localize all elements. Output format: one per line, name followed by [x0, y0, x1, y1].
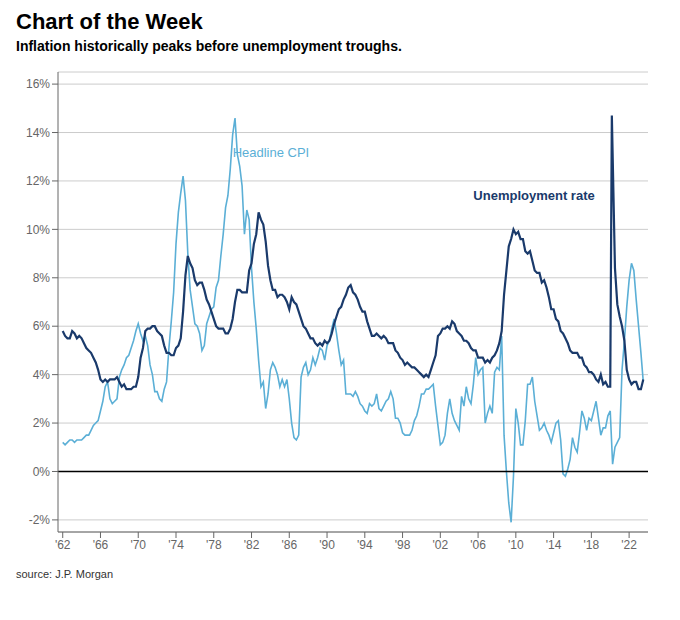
html-text:Chart of the Week: Chart of the Week — [16, 9, 203, 34]
svg-text:'06: '06 — [470, 538, 486, 552]
html-text:source: J.P. Morgan: source: J.P. Morgan — [16, 568, 113, 580]
svg-text:0%: 0% — [33, 465, 51, 479]
svg-text:16%: 16% — [26, 77, 50, 91]
svg-text:'02: '02 — [432, 538, 448, 552]
svg-text:Unemployment rate: Unemployment rate — [473, 188, 594, 203]
svg-text:'94: '94 — [357, 538, 373, 552]
svg-text:6%: 6% — [33, 319, 51, 333]
svg-text:2%: 2% — [33, 416, 51, 430]
svg-text:'18: '18 — [584, 538, 600, 552]
svg-text:'22: '22 — [621, 538, 637, 552]
html-text:Inflation historically peaks b: Inflation historically peaks before unem… — [16, 38, 402, 54]
svg-text:'86: '86 — [281, 538, 297, 552]
svg-text:Headline CPI: Headline CPI — [233, 145, 310, 160]
svg-text:'10: '10 — [508, 538, 524, 552]
svg-text:'90: '90 — [319, 538, 335, 552]
svg-text:'98: '98 — [395, 538, 411, 552]
svg-text:'74: '74 — [168, 538, 184, 552]
svg-text:'70: '70 — [130, 538, 146, 552]
svg-text:8%: 8% — [33, 271, 51, 285]
svg-text:4%: 4% — [33, 368, 51, 382]
svg-text:-2%: -2% — [29, 513, 51, 527]
svg-text:'62: '62 — [55, 538, 71, 552]
svg-text:'14: '14 — [546, 538, 562, 552]
svg-text:12%: 12% — [26, 174, 50, 188]
svg-text:'66: '66 — [93, 538, 109, 552]
svg-text:10%: 10% — [26, 223, 50, 237]
svg-text:14%: 14% — [26, 126, 50, 140]
svg-text:'82: '82 — [244, 538, 260, 552]
svg-text:'78: '78 — [206, 538, 222, 552]
